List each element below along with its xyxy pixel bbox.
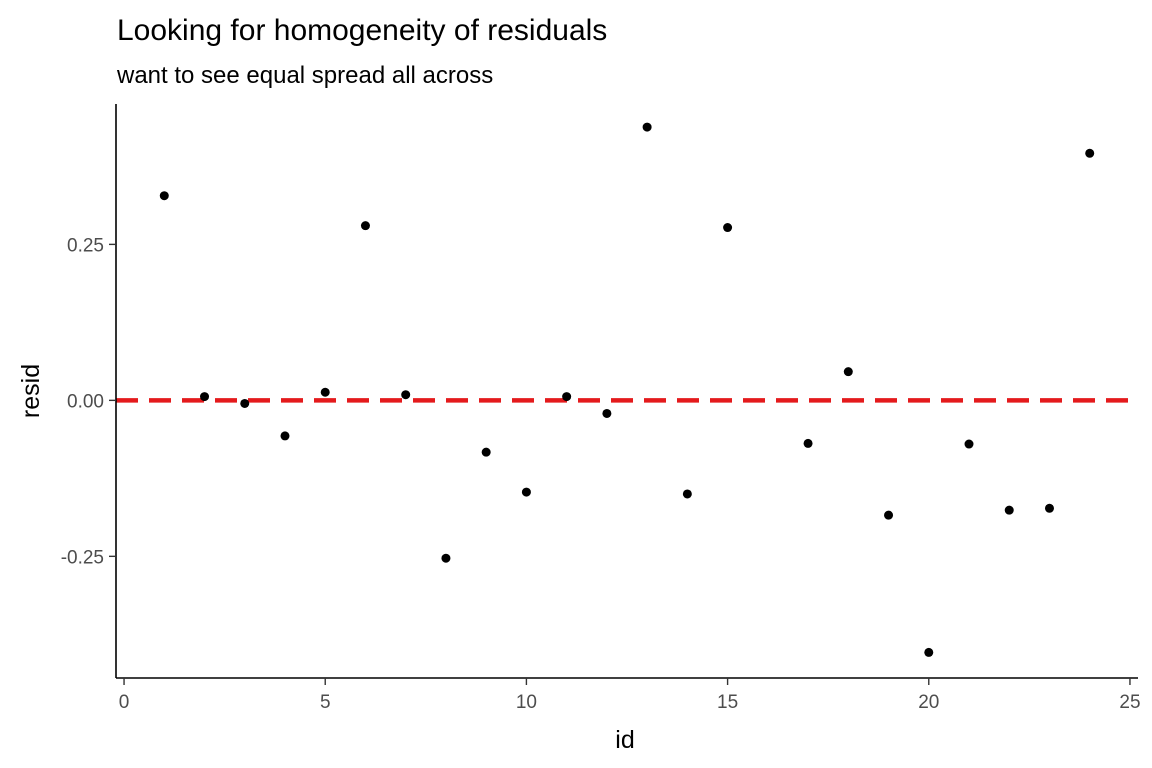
scatter-point [159, 191, 169, 201]
x-axis-title: id [615, 726, 634, 754]
scatter-point [360, 221, 370, 231]
scatter-point [441, 553, 451, 563]
scatter-point [280, 431, 290, 441]
chart-title: Looking for homogeneity of residuals [117, 14, 607, 47]
scatter-point [803, 438, 813, 448]
scatter-point [1085, 148, 1095, 158]
x-tick-label: 20 [918, 692, 939, 713]
chart-subtitle: want to see equal spread all across [116, 62, 493, 89]
x-tick-label: 25 [1119, 692, 1140, 713]
scatter-point [642, 122, 652, 132]
scatter-point [964, 439, 974, 449]
scatter-point [682, 489, 692, 499]
scatter-point [200, 392, 210, 402]
x-axis-ticks: 0 5 10 15 20 25 [119, 678, 1141, 713]
scatter-point [843, 367, 853, 377]
y-tick-label: 0.00 [67, 391, 104, 412]
scatter-point [1044, 503, 1054, 513]
y-axis-ticks: -0.25 0.00 0.25 [61, 235, 116, 568]
scatter-point [924, 647, 934, 657]
scatter-point [1004, 505, 1014, 515]
x-tick-label: 0 [119, 692, 130, 713]
scatter-point [562, 392, 572, 402]
scatter-point [723, 223, 733, 233]
scatter-point [602, 408, 612, 418]
x-tick-label: 10 [516, 692, 537, 713]
y-tick-label: 0.25 [67, 235, 104, 256]
y-tick-label: -0.25 [61, 547, 104, 568]
scatter-point [320, 387, 330, 397]
plot-area [116, 122, 1138, 657]
scatter-point [240, 398, 250, 408]
y-axis-title: resid [17, 364, 45, 418]
scatter-point [481, 447, 491, 457]
scatter-point [401, 390, 411, 400]
x-tick-label: 5 [320, 692, 331, 713]
scatter-point [521, 487, 531, 497]
x-tick-label: 15 [717, 692, 738, 713]
scatter-point [884, 510, 894, 520]
